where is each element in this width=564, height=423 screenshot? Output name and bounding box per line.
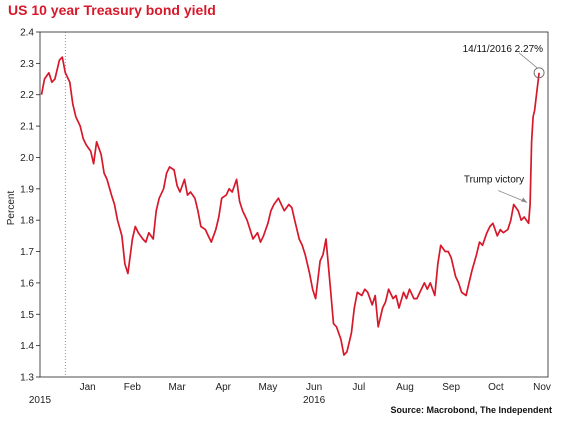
y-tick-label: 2.3 xyxy=(20,59,34,70)
peak-marker xyxy=(533,67,545,79)
x-tick-label: Jan xyxy=(80,382,96,393)
year-label: 2015 xyxy=(29,395,52,406)
y-axis-label: Percent xyxy=(6,191,17,226)
trump-annotation: Trump victory xyxy=(464,175,524,186)
x-tick-label: Aug xyxy=(396,382,414,393)
plot-border xyxy=(39,31,549,378)
x-tick-label: Apr xyxy=(215,382,231,393)
x-tick-label: Nov xyxy=(533,382,551,393)
peak-leader-line xyxy=(518,52,538,69)
y-tick-label: 1.8 xyxy=(20,216,34,227)
annotation-group: 14/11/2016 2.27% Trump victory xyxy=(463,44,545,203)
y-tick-label: 2.1 xyxy=(20,122,34,133)
y-tick-label: 1.7 xyxy=(20,247,34,258)
source-note: Source: Macrobond, The Independent xyxy=(390,405,552,415)
y-axis: 1.3 1.4 1.5 1.6 1.7 1.8 1.9 2.0 2.1 2.2 2.3 2.4 xyxy=(20,28,40,384)
y-tick-label: 2.2 xyxy=(20,90,34,101)
yield-line xyxy=(40,56,540,356)
y-tick-label: 1.3 xyxy=(20,373,34,384)
x-axis: Jan Feb Mar Apr May Jun Jul Aug Sep Oct Nov 2015 201… xyxy=(29,32,551,406)
x-tick-label: Jun xyxy=(306,382,322,393)
y-tick-label: 2.4 xyxy=(20,28,34,39)
chart-title: US 10 year Treasury bond yield xyxy=(8,2,216,18)
x-tick-label: Feb xyxy=(124,382,142,393)
y-tick-label: 1.5 xyxy=(20,310,34,321)
y-tick-label: 2.0 xyxy=(20,153,34,164)
trump-arrowhead xyxy=(521,197,528,203)
x-tick-label: Oct xyxy=(488,382,504,393)
x-tick-label: May xyxy=(258,382,277,393)
x-tick-label: Mar xyxy=(168,382,186,393)
x-tick-label: Jul xyxy=(352,382,365,393)
peak-annotation: 14/11/2016 2.27% xyxy=(463,44,544,55)
series-group xyxy=(40,56,540,356)
plot-frame xyxy=(39,31,549,378)
y-tick-label: 1.9 xyxy=(20,184,34,195)
y-tick-label: 1.4 xyxy=(20,341,34,352)
x-tick-label: Sep xyxy=(442,382,460,393)
y-tick-label: 1.6 xyxy=(20,278,34,289)
year-label: 2016 xyxy=(303,395,326,406)
